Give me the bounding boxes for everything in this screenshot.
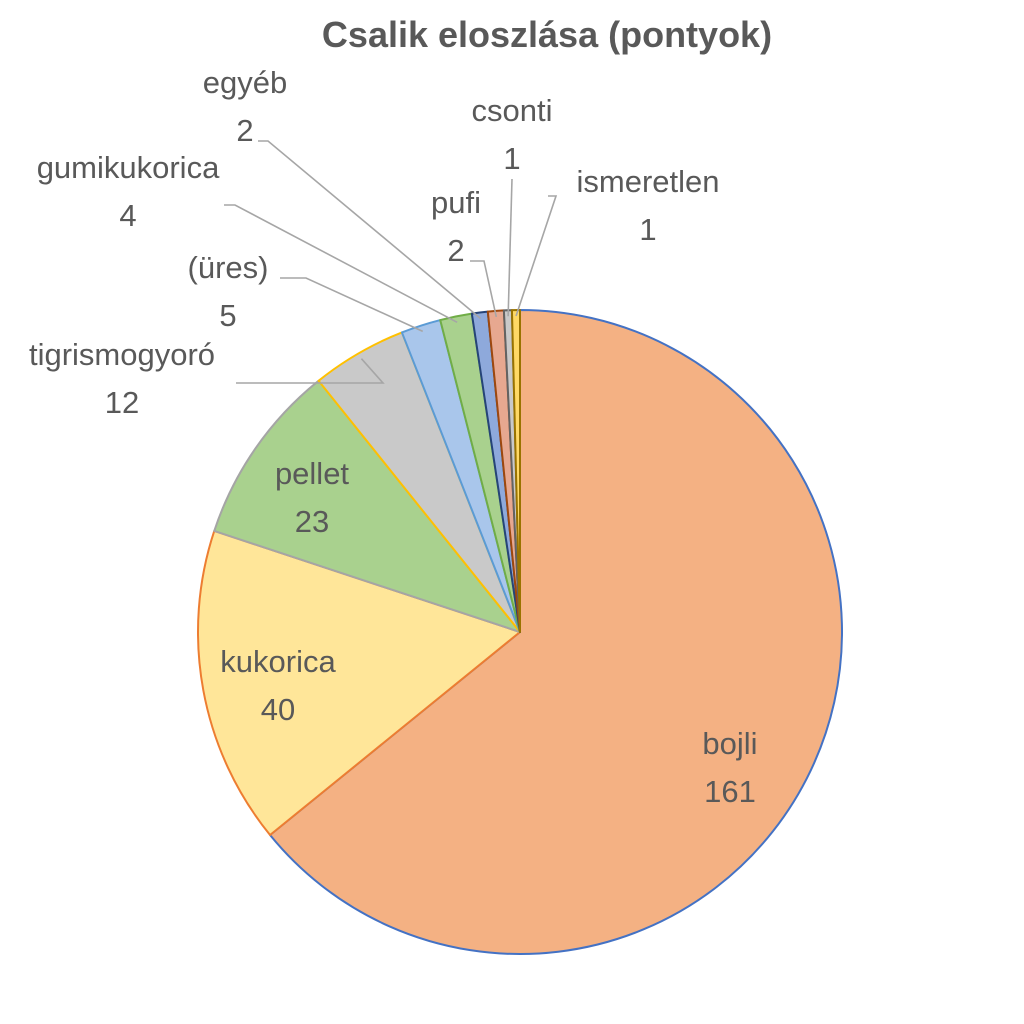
slice-label-pellet: pellet [275,456,349,491]
leader-line-gumikukorica [224,204,458,324]
slice-label-tigrismogyoro: tigrismogyoró [29,337,215,372]
slice-label-ures: (üres) [188,250,269,285]
slice-value-egyeb: 2 [236,113,253,148]
slice-value-bojli: 161 [704,774,756,809]
slice-labels: bojli 161 kukorica 40 pellet 23 tigrismogyoró 1… [29,65,758,809]
leader-lines [224,140,558,384]
pie-slice-pellet [213,379,521,633]
slice-value-csonti: 1 [503,141,520,176]
chart-title-container: Csalik eloszlása (pontyok) [0,0,1024,70]
slice-value-kukorica: 40 [261,692,295,727]
leader-line-ures [280,277,424,333]
slice-label-bojli: bojli [702,726,757,761]
pie-slice-kukorica [197,529,521,837]
leader-line-csonti [507,178,513,317]
slice-value-gumikukorica: 4 [119,198,136,233]
slice-value-ismeretlen: 1 [639,212,656,247]
slice-value-pellet: 23 [295,504,329,539]
slice-value-pufi: 2 [447,233,464,268]
leader-line-egyeb [258,140,482,320]
leader-line-pufi [470,260,498,318]
slice-label-csonti: csonti [472,93,553,128]
chart-title: Csalik eloszlása (pontyok) [321,14,773,55]
leader-line-tigrismogyoro [236,358,385,384]
slice-value-ures: 5 [219,298,236,333]
leader-line-ismeretlen [515,195,558,317]
pie-slice-ismeretlen [510,309,521,633]
slice-label-pufi: pufi [431,185,481,220]
slice-label-kukorica: kukorica [220,644,336,679]
pie-slices [197,309,843,955]
pie-slice-bojli [269,309,843,955]
slice-label-gumikukorica: gumikukorica [37,150,220,185]
slice-label-ismeretlen: ismeretlen [577,164,720,199]
slice-label-egyeb: egyéb [203,65,287,100]
slice-value-tigrismogyoro: 12 [105,385,139,420]
